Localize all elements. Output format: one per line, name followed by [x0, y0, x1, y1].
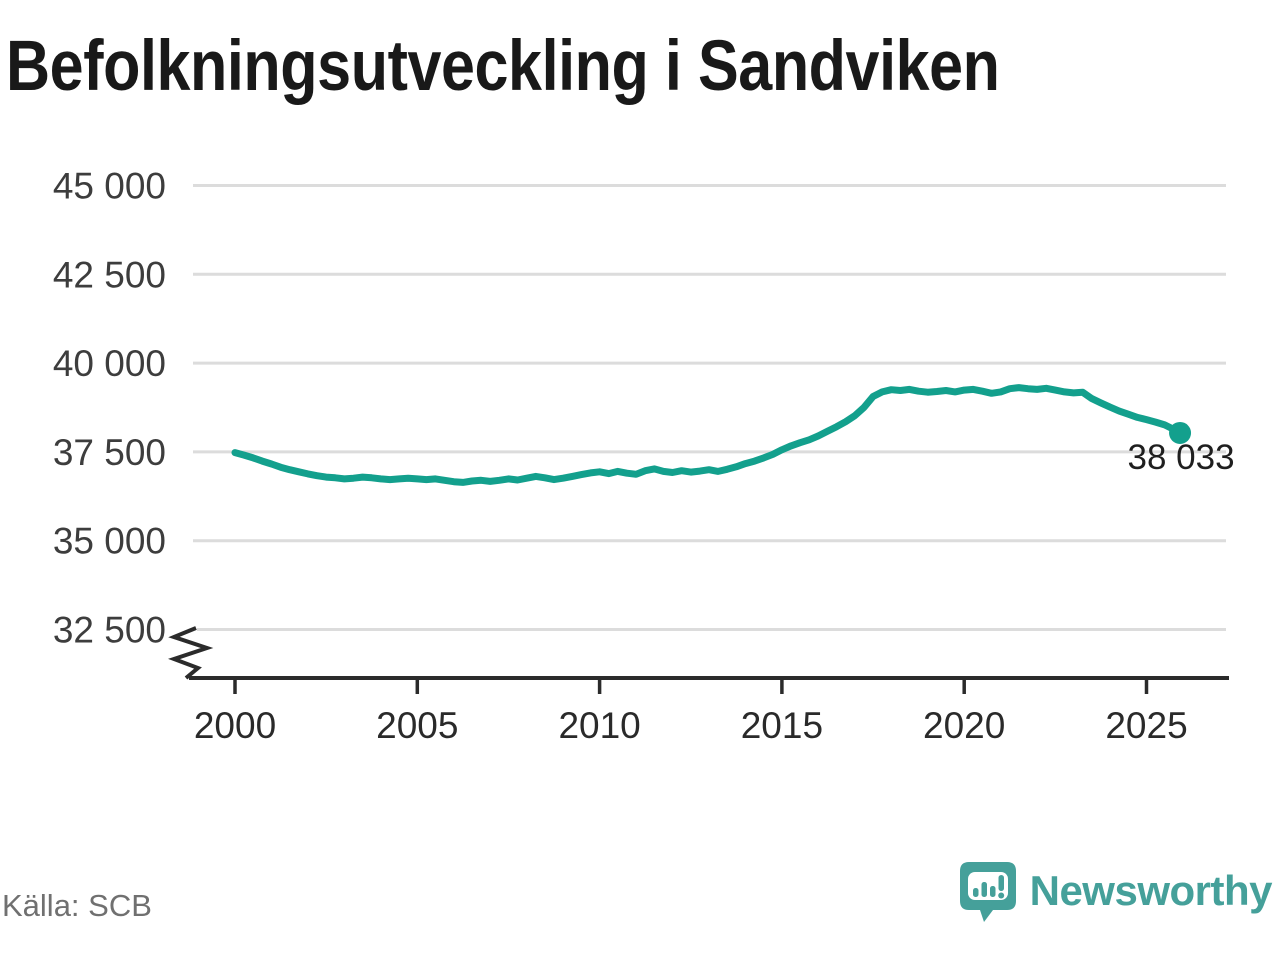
x-tick-label: 2005	[376, 705, 458, 746]
population-line	[231, 384, 1184, 486]
y-tick-label: 42 500	[53, 254, 166, 295]
y-tick-label: 40 000	[53, 343, 166, 384]
newsworthy-logo-text: Newsworthy	[1029, 867, 1273, 914]
x-tick-label: 2000	[194, 705, 276, 746]
x-tick-label: 2025	[1105, 705, 1187, 746]
newsworthy-bars-exclamation-icon	[959, 861, 1017, 928]
x-tick-label: 2010	[558, 705, 640, 746]
page-title: Befolkningsutveckling i Sandviken	[6, 27, 1000, 106]
x-tick-label: 2020	[923, 705, 1005, 746]
end-point-dot	[1169, 421, 1192, 444]
y-tick-label: 45 000	[53, 166, 166, 207]
source-label: Källa: SCB	[2, 888, 152, 923]
y-tick-label: 35 000	[53, 521, 166, 562]
axis-break-icon	[168, 626, 214, 680]
y-tick-label: 37 500	[53, 432, 166, 473]
end-point-label: 38 033	[1128, 438, 1235, 477]
x-tick-label: 2015	[741, 705, 823, 746]
y-tick-label: 32 500	[53, 610, 166, 651]
newsworthy-logo: Newsworthy	[959, 861, 1273, 928]
